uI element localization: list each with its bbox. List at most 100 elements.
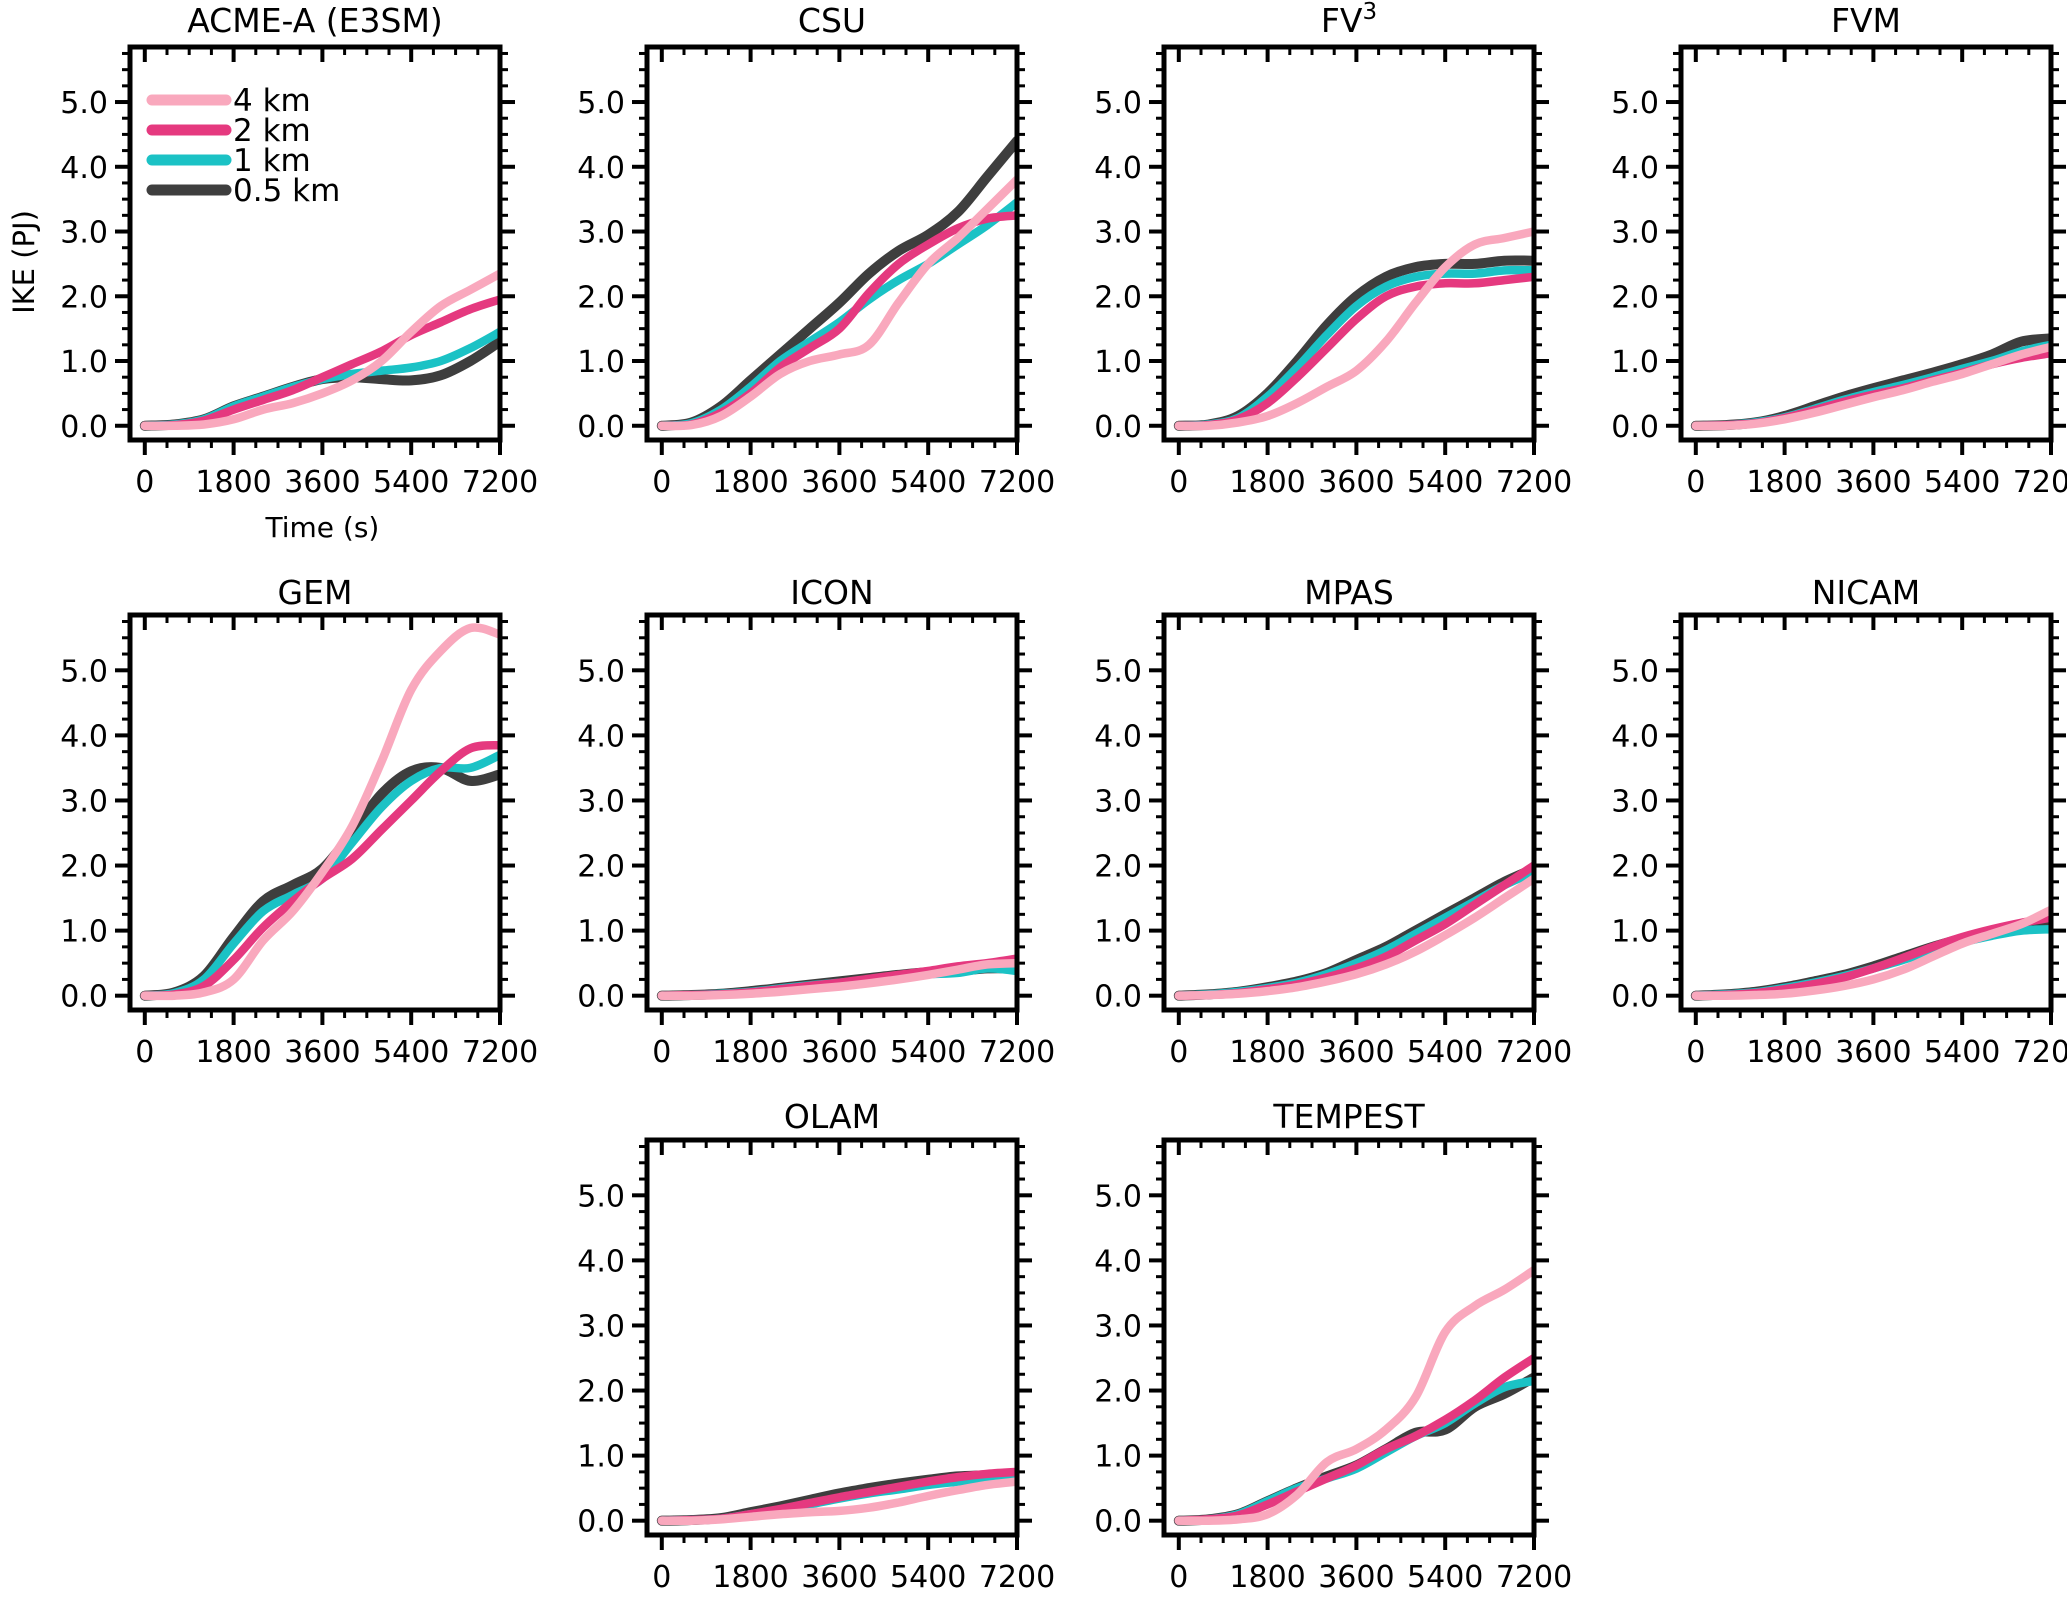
series-lines bbox=[656, 954, 1019, 1001]
y-tick-label: 4.0 bbox=[577, 151, 625, 186]
x-tick-label: 3600 bbox=[801, 1560, 877, 1595]
legend-label: 4 km bbox=[233, 83, 311, 119]
y-tick-label: 1.0 bbox=[1611, 345, 1659, 380]
x-tick-label: 5400 bbox=[890, 1035, 966, 1070]
y-tick-label: 2.0 bbox=[60, 850, 108, 885]
y-tick-label: 3.0 bbox=[60, 216, 108, 251]
y-tick-label: 0.0 bbox=[1611, 410, 1659, 445]
y-tick-label: 3.0 bbox=[1094, 216, 1142, 251]
y-tick-label: 5.0 bbox=[1094, 1179, 1142, 1214]
x-tick-label: 3600 bbox=[1835, 1035, 1911, 1070]
series-lines bbox=[656, 1467, 1019, 1526]
x-tick-label: 1800 bbox=[712, 1560, 788, 1595]
panel-MPAS: MPAS 0.0 1.0 2.0 3.0 4.0 5.0 0 1800 3600 5400 7200 bbox=[1034, 560, 1572, 1080]
x-tick-label: 5400 bbox=[373, 1035, 449, 1070]
y-tick-label: 4.0 bbox=[1094, 1244, 1142, 1279]
panel-FVM: FVM 0.0 1.0 2.0 3.0 4.0 5.0 0 1800 3600 5400 7200 bbox=[1551, 0, 2067, 560]
y-tick-label: 2.0 bbox=[1094, 850, 1142, 885]
legend-label: 0.5 km bbox=[233, 173, 340, 209]
y-tick-label: 3.0 bbox=[1611, 216, 1659, 251]
y-tick-label: 4.0 bbox=[577, 719, 625, 754]
series-lines bbox=[1173, 861, 1536, 1001]
x-tick-label: 7200 bbox=[1496, 1560, 1572, 1595]
y-tick-label: 4.0 bbox=[60, 151, 108, 186]
y-tick-label: 5.0 bbox=[1094, 654, 1142, 689]
panel-chart-svg: ACME-A (E3SM) 0.0 1.0 2.0 3.0 4.0 5.0 0 1800 3600… bbox=[7, 1, 538, 544]
y-tick-label: 2.0 bbox=[60, 280, 108, 315]
y-tick-label: 0.0 bbox=[577, 980, 625, 1015]
y-tick-label: 4.0 bbox=[577, 1244, 625, 1279]
x-tick-label: 0 bbox=[1169, 465, 1188, 500]
x-tick-label: 5400 bbox=[1924, 1035, 2000, 1070]
series-lines bbox=[1690, 333, 2053, 431]
y-tick-labels: 0.0 1.0 2.0 3.0 4.0 5.0 bbox=[1094, 654, 1142, 1014]
y-tick-label: 4.0 bbox=[1094, 151, 1142, 186]
y-tick-label: 0.0 bbox=[1094, 1505, 1142, 1540]
x-tick-label: 7200 bbox=[979, 465, 1055, 500]
x-tick-labels: 0 1800 3600 5400 7200 bbox=[652, 1035, 1055, 1070]
legend-label: 1 km bbox=[233, 143, 311, 179]
y-tick-label: 0.0 bbox=[577, 1505, 625, 1540]
x-tick-labels: 0 1800 3600 5400 7200 bbox=[135, 465, 538, 500]
series-lines bbox=[139, 623, 502, 1001]
y-tick-labels: 0.0 1.0 2.0 3.0 4.0 5.0 bbox=[1611, 86, 1659, 445]
x-tick-labels: 0 1800 3600 5400 7200 bbox=[1169, 1560, 1572, 1595]
panel-title: NICAM bbox=[1812, 573, 1921, 612]
y-tick-label: 4.0 bbox=[60, 719, 108, 754]
panel-chart-svg: FV3 0.0 1.0 2.0 3.0 4.0 5.0 0 1800 3600 5400 7200 bbox=[1094, 0, 1572, 500]
panel-ACME-A-E3SM-: ACME-A (E3SM) 0.0 1.0 2.0 3.0 4.0 5.0 0 1800 3600… bbox=[0, 0, 538, 560]
x-tick-label: 5400 bbox=[890, 1560, 966, 1595]
x-tick-label: 7200 bbox=[462, 1035, 538, 1070]
x-tick-label: 3600 bbox=[801, 1035, 877, 1070]
y-tick-label: 1.0 bbox=[1611, 915, 1659, 950]
series-line-0.5km bbox=[139, 336, 502, 431]
x-axis-label: Time (s) bbox=[264, 511, 379, 544]
y-tick-labels: 0.0 1.0 2.0 3.0 4.0 5.0 bbox=[1611, 654, 1659, 1014]
x-tick-label: 0 bbox=[652, 465, 671, 500]
x-tick-labels: 0 1800 3600 5400 7200 bbox=[1169, 465, 1572, 500]
y-tick-label: 1.0 bbox=[1094, 1440, 1142, 1475]
y-tick-label: 2.0 bbox=[577, 280, 625, 315]
x-tick-label: 7200 bbox=[1496, 1035, 1572, 1070]
y-tick-labels: 0.0 1.0 2.0 3.0 4.0 5.0 bbox=[577, 654, 625, 1014]
y-tick-label: 5.0 bbox=[577, 1179, 625, 1214]
x-tick-label: 5400 bbox=[373, 465, 449, 500]
axis-ticks bbox=[632, 47, 1032, 455]
series-line-4km bbox=[1691, 905, 2053, 1000]
x-tick-label: 0 bbox=[1686, 1035, 1705, 1070]
y-tick-label: 1.0 bbox=[60, 915, 108, 950]
y-tick-label: 2.0 bbox=[1094, 1375, 1142, 1410]
series-line-4km bbox=[657, 958, 1019, 1000]
x-tick-label: 1800 bbox=[712, 465, 788, 500]
panel-title: OLAM bbox=[784, 1097, 880, 1136]
plot-border bbox=[644, 44, 1020, 443]
panel-title: CSU bbox=[798, 1, 866, 40]
y-tick-label: 0.0 bbox=[577, 410, 625, 445]
plot-border bbox=[1678, 44, 2054, 443]
x-tick-label: 1800 bbox=[712, 1035, 788, 1070]
x-tick-label: 1800 bbox=[195, 1035, 271, 1070]
x-tick-labels: 0 1800 3600 5400 7200 bbox=[652, 465, 1055, 500]
y-tick-label: 5.0 bbox=[60, 654, 108, 689]
x-tick-label: 3600 bbox=[284, 1035, 360, 1070]
y-tick-labels: 0.0 1.0 2.0 3.0 4.0 5.0 bbox=[1094, 1179, 1142, 1539]
panel-chart-svg: GEM 0.0 1.0 2.0 3.0 4.0 5.0 0 1800 3600 5400 7200 bbox=[60, 573, 538, 1070]
series-lines bbox=[1173, 1265, 1536, 1526]
y-tick-label: 0.0 bbox=[1611, 980, 1659, 1015]
y-tick-label: 1.0 bbox=[1094, 915, 1142, 950]
panel-title: TEMPEST bbox=[1272, 1097, 1425, 1136]
plot-border bbox=[644, 612, 1020, 1013]
x-tick-labels: 0 1800 3600 5400 7200 bbox=[1169, 1035, 1572, 1070]
panel-CSU: CSU 0.0 1.0 2.0 3.0 4.0 5.0 0 1800 3600 5400 7200 bbox=[517, 0, 1055, 560]
y-tick-label: 2.0 bbox=[1611, 280, 1659, 315]
panel-chart-svg: OLAM 0.0 1.0 2.0 3.0 4.0 5.0 0 1800 3600 5400 7200 bbox=[577, 1097, 1055, 1595]
x-tick-label: 0 bbox=[1169, 1035, 1188, 1070]
panel-FV: FV3 0.0 1.0 2.0 3.0 4.0 5.0 0 1800 3600 5400 7200 bbox=[1034, 0, 1572, 560]
y-tick-label: 3.0 bbox=[1094, 784, 1142, 819]
panel-title: ACME-A (E3SM) bbox=[187, 1, 443, 40]
series-lines bbox=[1690, 905, 2053, 1001]
y-tick-labels: 0.0 1.0 2.0 3.0 4.0 5.0 bbox=[1094, 86, 1142, 445]
y-tick-label: 3.0 bbox=[60, 784, 108, 819]
series-lines bbox=[656, 135, 1019, 431]
